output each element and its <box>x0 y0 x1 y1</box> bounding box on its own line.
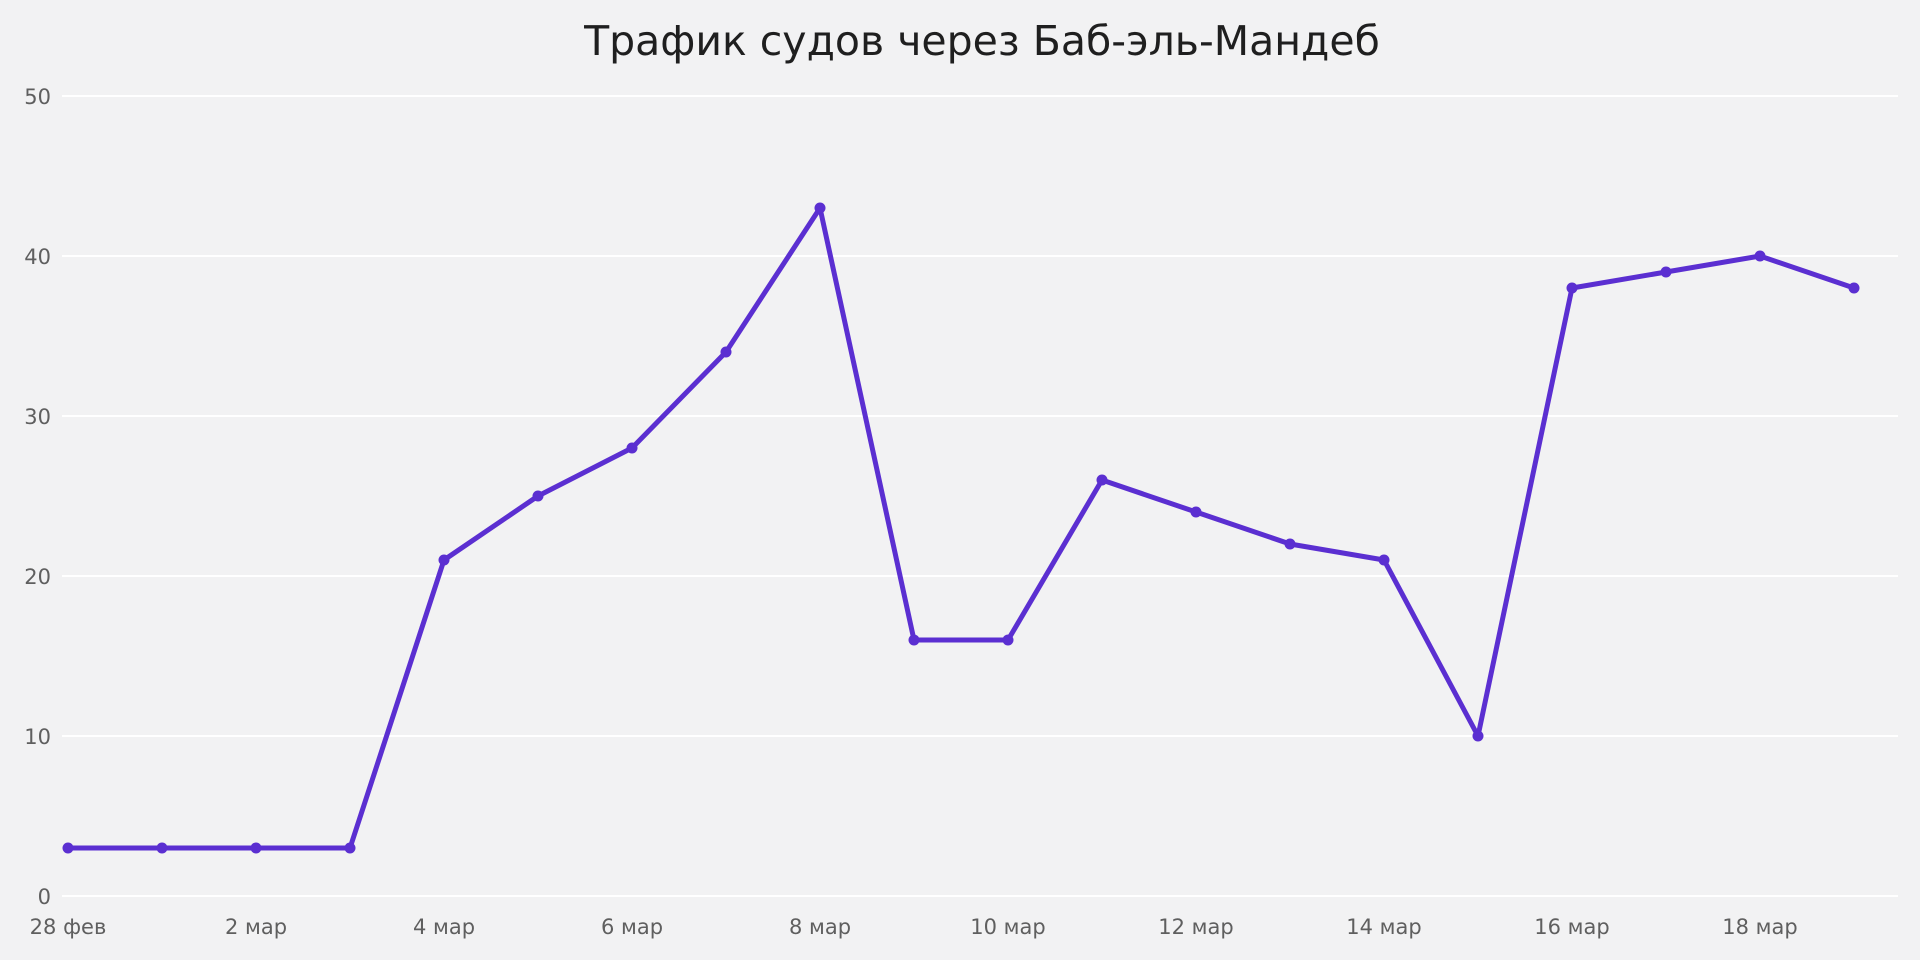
y-tick-label: 0 <box>38 885 51 909</box>
series-layer <box>62 202 1860 854</box>
data-point <box>1566 282 1578 294</box>
data-point <box>1096 474 1108 486</box>
x-tick-label: 16 мар <box>1534 915 1609 939</box>
data-point <box>438 554 450 566</box>
y-tick-label: 30 <box>24 405 51 429</box>
data-point <box>1284 538 1296 550</box>
y-tick-label: 40 <box>24 245 51 269</box>
data-point <box>1848 282 1860 294</box>
data-point <box>1754 250 1766 262</box>
x-tick-label: 6 мар <box>601 915 663 939</box>
grid-lines <box>62 95 1898 897</box>
chart-title: Трафик судов через Баб-эль-Мандеб <box>583 17 1380 65</box>
x-tick-label: 14 мар <box>1346 915 1421 939</box>
x-tick-label: 28 фев <box>30 915 107 939</box>
x-axis-tick-labels: 28 фев 2 мар 4 мар 6 мар 8 мар 10 мар 12 мар 14… <box>30 915 1798 939</box>
data-point <box>1472 730 1484 742</box>
x-tick-label: 2 мар <box>225 915 287 939</box>
data-point <box>62 842 74 854</box>
y-axis-tick-labels: 0 10 20 30 40 50 <box>24 85 51 909</box>
y-tick-label: 50 <box>24 85 51 109</box>
x-tick-label: 4 мар <box>413 915 475 939</box>
x-tick-label: 10 мар <box>970 915 1045 939</box>
data-point <box>814 202 826 214</box>
series-line <box>65 205 1857 851</box>
y-tick-label: 20 <box>24 565 51 589</box>
data-point <box>720 346 732 358</box>
data-point <box>1378 554 1390 566</box>
data-point <box>908 634 920 646</box>
data-point <box>1190 506 1202 518</box>
x-tick-label: 12 мар <box>1158 915 1233 939</box>
data-point <box>250 842 262 854</box>
data-point <box>1002 634 1014 646</box>
x-tick-label: 8 мар <box>789 915 851 939</box>
data-point <box>532 490 544 502</box>
data-point <box>626 442 638 454</box>
data-point <box>1660 266 1672 278</box>
x-tick-label: 18 мар <box>1722 915 1797 939</box>
data-point <box>344 842 356 854</box>
y-tick-label: 10 <box>24 725 51 749</box>
data-point <box>156 842 168 854</box>
